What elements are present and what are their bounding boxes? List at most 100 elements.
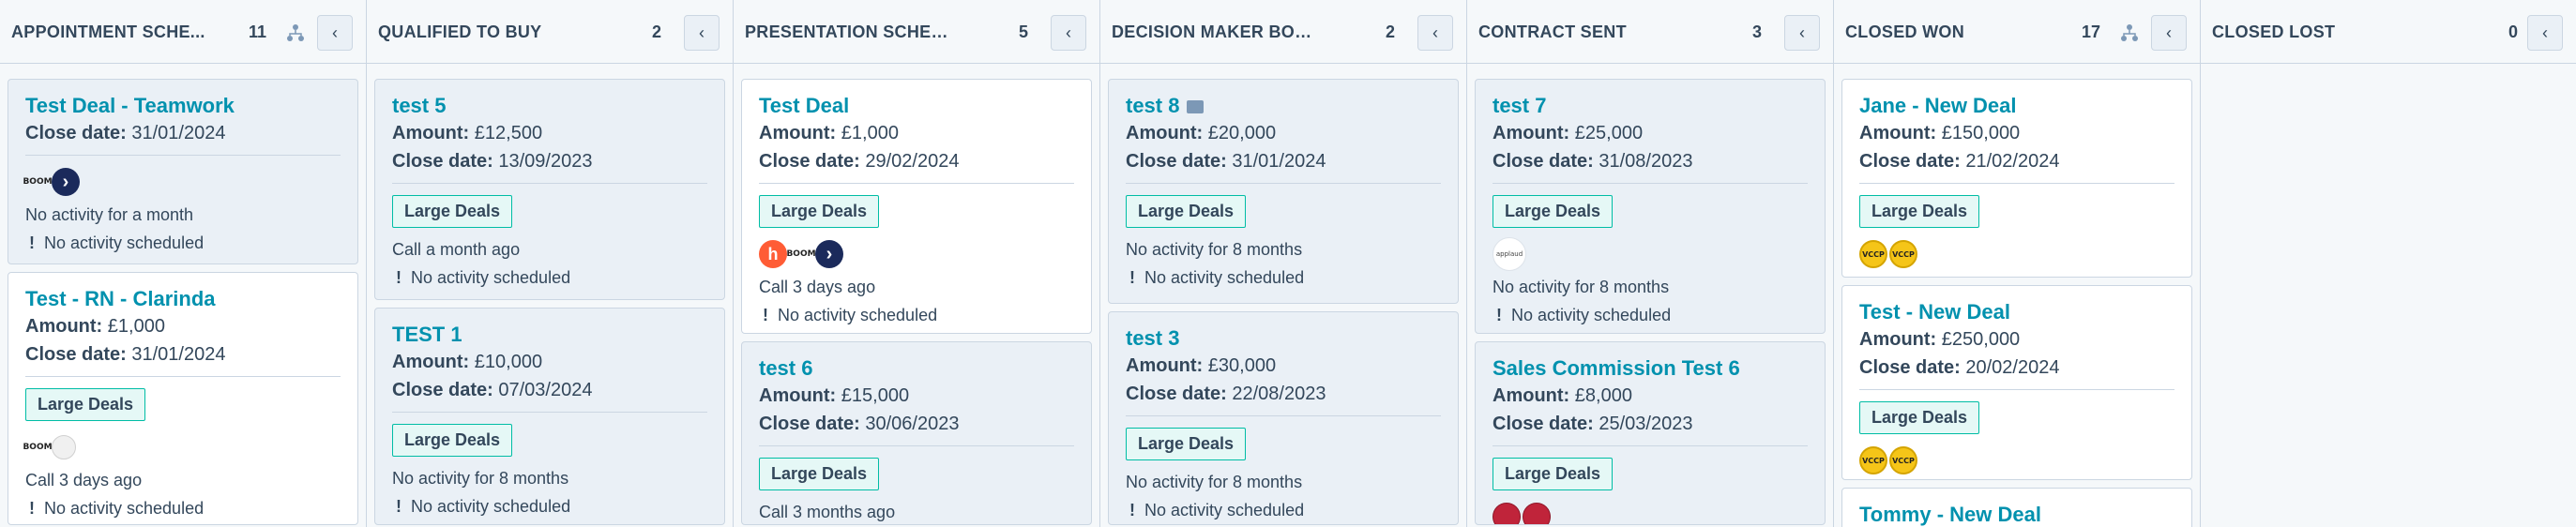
close-date-label: Close date: [759,151,860,172]
deal-name-link[interactable]: test 7 [1493,94,1547,117]
close-date-line: Close date: 25/03/2023 [1493,410,1808,438]
company-logos: VCCP VCCP [1859,237,2174,271]
deal-card[interactable]: test 3 Amount: £30,000 Close date: 22/08… [1108,311,1459,525]
amount-value: £1,000 [107,316,165,337]
close-date-value: 25/03/2023 [1599,414,1693,434]
column-count: 17 [2081,23,2100,41]
flag-icon [1187,100,1205,114]
last-activity: Call 3 months ago [759,503,896,521]
exclamation-icon: ! [763,306,768,324]
company-logo-icon [52,435,76,459]
close-date-line: Close date: 30/06/2023 [759,410,1074,438]
deal-card[interactable]: Test - RN - Clarinda Amount: £1,000 Clos… [8,272,358,525]
large-deals-tag: Large Deals [25,388,146,421]
close-date-label: Close date: [25,344,127,365]
close-date-line: Close date: 31/08/2023 [1493,147,1808,175]
amount-line: Amount: £10,000 [392,348,707,376]
collapse-column-button[interactable]: ‹ [1417,15,1453,51]
deal-name-link[interactable]: test 5 [392,94,447,117]
next-activity: ! No activity scheduled [392,264,707,292]
card-divider [759,183,1074,184]
deal-name-link[interactable]: Test Deal - Teamwork [25,94,235,117]
large-deals-tag: Large Deals [759,195,880,228]
column-title: DECISION MAKER BOUGHT-... [1112,23,1316,41]
chevron-left-icon: ‹ [1799,23,1805,42]
column-count: 5 [1018,23,1028,41]
vccp-logo-icon: VCCP [1889,446,1917,474]
deal-name-link[interactable]: Sales Commission Test 6 [1493,356,1740,380]
deal-name-link[interactable]: test 6 [759,356,813,380]
amount-value: £25,000 [1574,123,1644,143]
collapse-column-button[interactable]: ‹ [2151,15,2187,51]
next-activity-text: No activity scheduled [44,233,205,252]
vccp-logo-icon: VCCP [1859,240,1887,268]
hubspot-logo-icon: h [759,240,787,268]
amount-label: Amount: [1493,385,1570,406]
amount-line: Amount: £1,000 [759,119,1074,147]
deal-name-link[interactable]: Test - New Deal [1859,300,2010,324]
deal-card[interactable]: Sales Commission Test 6 Amount: £8,000 C… [1475,341,1826,525]
next-activity-text: No activity scheduled [1144,501,1305,519]
deal-name-link[interactable]: TEST 1 [392,323,462,346]
deal-name-link[interactable]: Test Deal [759,94,850,117]
collapse-column-button[interactable]: ‹ [317,15,353,51]
chevron-left-icon: ‹ [1066,23,1071,42]
card-divider [1859,389,2174,390]
card-divider [1493,183,1808,184]
amount-label: Amount: [1859,123,1937,143]
boom-logo-icon: BOOM [23,177,53,187]
deal-card[interactable]: Test Deal Amount: £1,000 Close date: 29/… [741,79,1092,334]
chevron-left-icon: ‹ [332,23,338,42]
deal-card[interactable]: test 8 Amount: £20,000 Close date: 31/01… [1108,79,1459,304]
column-header: CLOSED WON 17 ‹ [1834,0,2200,64]
collapse-column-button[interactable]: ‹ [2527,15,2563,51]
collapse-column-button[interactable]: ‹ [684,15,720,51]
amount-label: Amount: [759,385,837,406]
deal-card[interactable]: Tommy - New Deal [1841,488,2192,527]
collapse-column-button[interactable]: ‹ [1784,15,1820,51]
last-activity: Call a month ago [392,240,521,259]
stage-column-decision-maker: DECISION MAKER BOUGHT-... 2 ‹ test 8 Amo… [1100,0,1467,527]
next-activity-text: No activity scheduled [1511,306,1672,324]
deal-name-link[interactable]: Tommy - New Deal [1859,503,2041,526]
stage-column-presentation: PRESENTATION SCHEDULED 5 ‹ Test Deal Amo… [734,0,1100,527]
column-title: APPOINTMENT SCHE... [11,23,205,41]
deal-card[interactable]: Jane - New Deal Amount: £150,000 Close d… [1841,79,2192,278]
deal-card[interactable]: Test Deal - Teamwork Close date: 31/01/2… [8,79,358,264]
arrow-logo-icon: › [52,168,80,196]
column-count: 2 [1385,23,1395,41]
deal-card[interactable]: test 5 Amount: £12,500 Close date: 13/09… [374,79,725,300]
deal-card[interactable]: test 6 Amount: £15,000 Close date: 30/06… [741,341,1092,525]
close-date-value: 07/03/2024 [498,380,593,400]
stage-column-appointment: APPOINTMENT SCHE... 11 ‹ Test Deal - Tea… [0,0,367,527]
deal-card[interactable]: TEST 1 Amount: £10,000 Close date: 07/03… [374,308,725,525]
amount-line: Amount: £12,500 [392,119,707,147]
large-deals-tag: Large Deals [1493,195,1614,228]
stage-column-closed-lost: CLOSED LOST 0 ‹ [2201,0,2576,527]
exclamation-icon: ! [29,233,35,252]
close-date-line: Close date: 20/02/2024 [1859,354,2174,382]
last-activity: No activity for 8 months [392,469,569,488]
column-count: 3 [1751,23,1762,41]
deal-name-link[interactable]: Jane - New Deal [1859,94,2017,117]
collapse-column-button[interactable]: ‹ [1051,15,1086,51]
red-ball-logo-icon [1493,503,1521,524]
deal-card[interactable]: test 7 Amount: £25,000 Close date: 31/08… [1475,79,1826,334]
card-divider [1126,415,1441,416]
large-deals-tag: Large Deals [1859,401,1980,434]
deal-card[interactable]: Test - New Deal Amount: £250,000 Close d… [1841,285,2192,480]
amount-value: £20,000 [1207,123,1277,143]
tree-structure-icon[interactable] [285,23,306,43]
amount-line: Amount: £20,000 [1126,119,1441,147]
stage-column-closed-won: CLOSED WON 17 ‹ Jane - New Deal Amount: … [1834,0,2201,527]
next-activity-text: No activity scheduled [44,499,205,518]
tree-structure-icon[interactable] [2119,23,2140,43]
deal-name-link[interactable]: test 3 [1126,326,1180,350]
deal-name-link[interactable]: test 8 [1126,93,1441,119]
amount-line: Amount: £1,000 [25,312,341,340]
next-activity: ! No activity scheduled [1126,264,1441,292]
deal-name-link[interactable]: Test - RN - Clarinda [25,287,216,310]
column-header: PRESENTATION SCHEDULED 5 ‹ [734,0,1099,64]
column-count: 2 [651,23,661,41]
